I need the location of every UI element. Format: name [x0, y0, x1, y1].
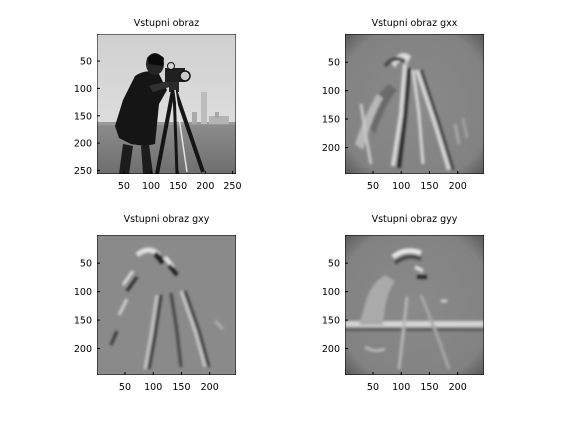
y-tick-label: 50 [328, 58, 340, 69]
y-tick-label: 50 [328, 259, 340, 270]
x-tick-label: 100 [392, 181, 410, 192]
heatmap-image [345, 34, 484, 174]
x-tick-label: 50 [118, 181, 130, 192]
y-tick-label: 200 [74, 139, 92, 150]
y-tick-label: 250 [74, 166, 92, 177]
y-tick-label: 150 [322, 316, 340, 327]
x-tick-label: 200 [449, 382, 467, 393]
subplot-title: Vstupni obraz gyy [372, 214, 458, 225]
x-tick-label: 250 [223, 181, 241, 192]
x-tick-label: 200 [196, 181, 214, 192]
y-tick-label: 200 [322, 344, 340, 355]
x-tick-label: 100 [144, 382, 162, 393]
y-tick-label: 100 [322, 86, 340, 97]
y-tick-label: 100 [74, 287, 92, 298]
x-tick-label: 50 [119, 382, 131, 393]
y-tick-label: 150 [74, 316, 92, 327]
subplot-gxy: Vstupni obraz gxy 50 100 150 200 [74, 214, 236, 393]
subplot-input-image: Vstupni obraz [74, 18, 242, 192]
x-tick-label: 150 [172, 382, 190, 393]
y-tick-label: 200 [74, 344, 92, 355]
y-tick-label: 150 [322, 115, 340, 126]
subplot-gxx: Vstupni obraz gxx 50 100 150 200 50 100 150 20… [322, 18, 484, 192]
y-tick-label: 200 [322, 143, 340, 154]
x-tick-label: 150 [420, 181, 438, 192]
x-axis-ticks: 50 100 150 200 [367, 171, 467, 192]
y-axis-ticks: 50 100 150 200 [322, 259, 348, 355]
y-tick-label: 150 [74, 111, 92, 122]
heatmap-image [97, 235, 236, 375]
x-tick-label: 100 [392, 382, 410, 393]
x-axis-ticks: 50 100 150 200 [119, 372, 219, 393]
y-axis-ticks: 50 100 150 200 [322, 58, 348, 154]
x-axis-ticks: 50 100 150 200 250 [118, 171, 242, 192]
x-axis-ticks: 50 100 150 200 [367, 372, 467, 393]
subplot-gyy: Vstupni obraz gyy 50 100 150 200 50 100 150 20… [322, 214, 484, 393]
x-tick-label: 50 [367, 181, 379, 192]
y-axis-ticks: 50 100 150 200 250 [74, 57, 100, 177]
y-tick-label: 100 [322, 287, 340, 298]
x-tick-label: 50 [367, 382, 379, 393]
subplot-title: Vstupni obraz [134, 18, 199, 29]
x-tick-label: 150 [420, 382, 438, 393]
y-tick-label: 50 [80, 57, 92, 68]
y-tick-label: 100 [74, 84, 92, 95]
subplot-title: Vstupni obraz gxy [124, 214, 210, 225]
heatmap-image [345, 235, 484, 375]
heatmap-image [97, 34, 236, 174]
subplot-title: Vstupni obraz gxx [372, 18, 458, 29]
y-axis-ticks: 50 100 150 200 [74, 259, 100, 355]
x-tick-label: 200 [449, 181, 467, 192]
x-tick-label: 150 [169, 181, 187, 192]
x-tick-label: 100 [142, 181, 160, 192]
y-tick-label: 50 [80, 259, 92, 270]
x-tick-label: 200 [201, 382, 219, 393]
